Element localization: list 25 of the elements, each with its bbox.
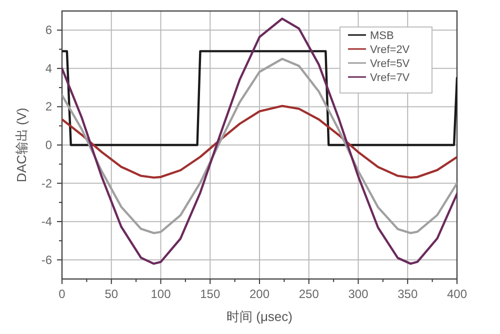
legend-label: Vref=7V [370, 72, 410, 84]
x-axis-title: 时间 (μsec) [226, 309, 292, 324]
x-tick-label: 50 [104, 287, 118, 301]
y-tick-label: 2 [45, 100, 52, 114]
x-tick-label: 300 [348, 287, 369, 301]
y-axis-title: DAC输出 (V) [14, 108, 29, 182]
y-tick-label: -4 [41, 214, 52, 229]
y-tick-label: -2 [41, 176, 52, 190]
y-tick-label: 0 [45, 138, 52, 152]
legend-label: MSB [370, 30, 394, 42]
legend-label: Vref=2V [370, 44, 410, 56]
y-tick-label: -6 [41, 252, 52, 267]
legend-label: Vref=5V [370, 58, 410, 70]
x-tick-label: 350 [398, 287, 418, 301]
x-tick-label: 250 [298, 287, 320, 301]
x-tick-label: 0 [58, 287, 66, 301]
y-tick-label: 4 [45, 61, 52, 76]
x-tick-label: 100 [150, 287, 172, 301]
x-tick-label: 150 [200, 287, 220, 301]
line-series [62, 18, 457, 265]
line-series [62, 58, 457, 234]
x-tick-label: 200 [249, 287, 270, 301]
y-tick-label: 6 [45, 23, 52, 38]
x-tick-label: 400 [446, 287, 468, 301]
line-series [62, 104, 457, 179]
